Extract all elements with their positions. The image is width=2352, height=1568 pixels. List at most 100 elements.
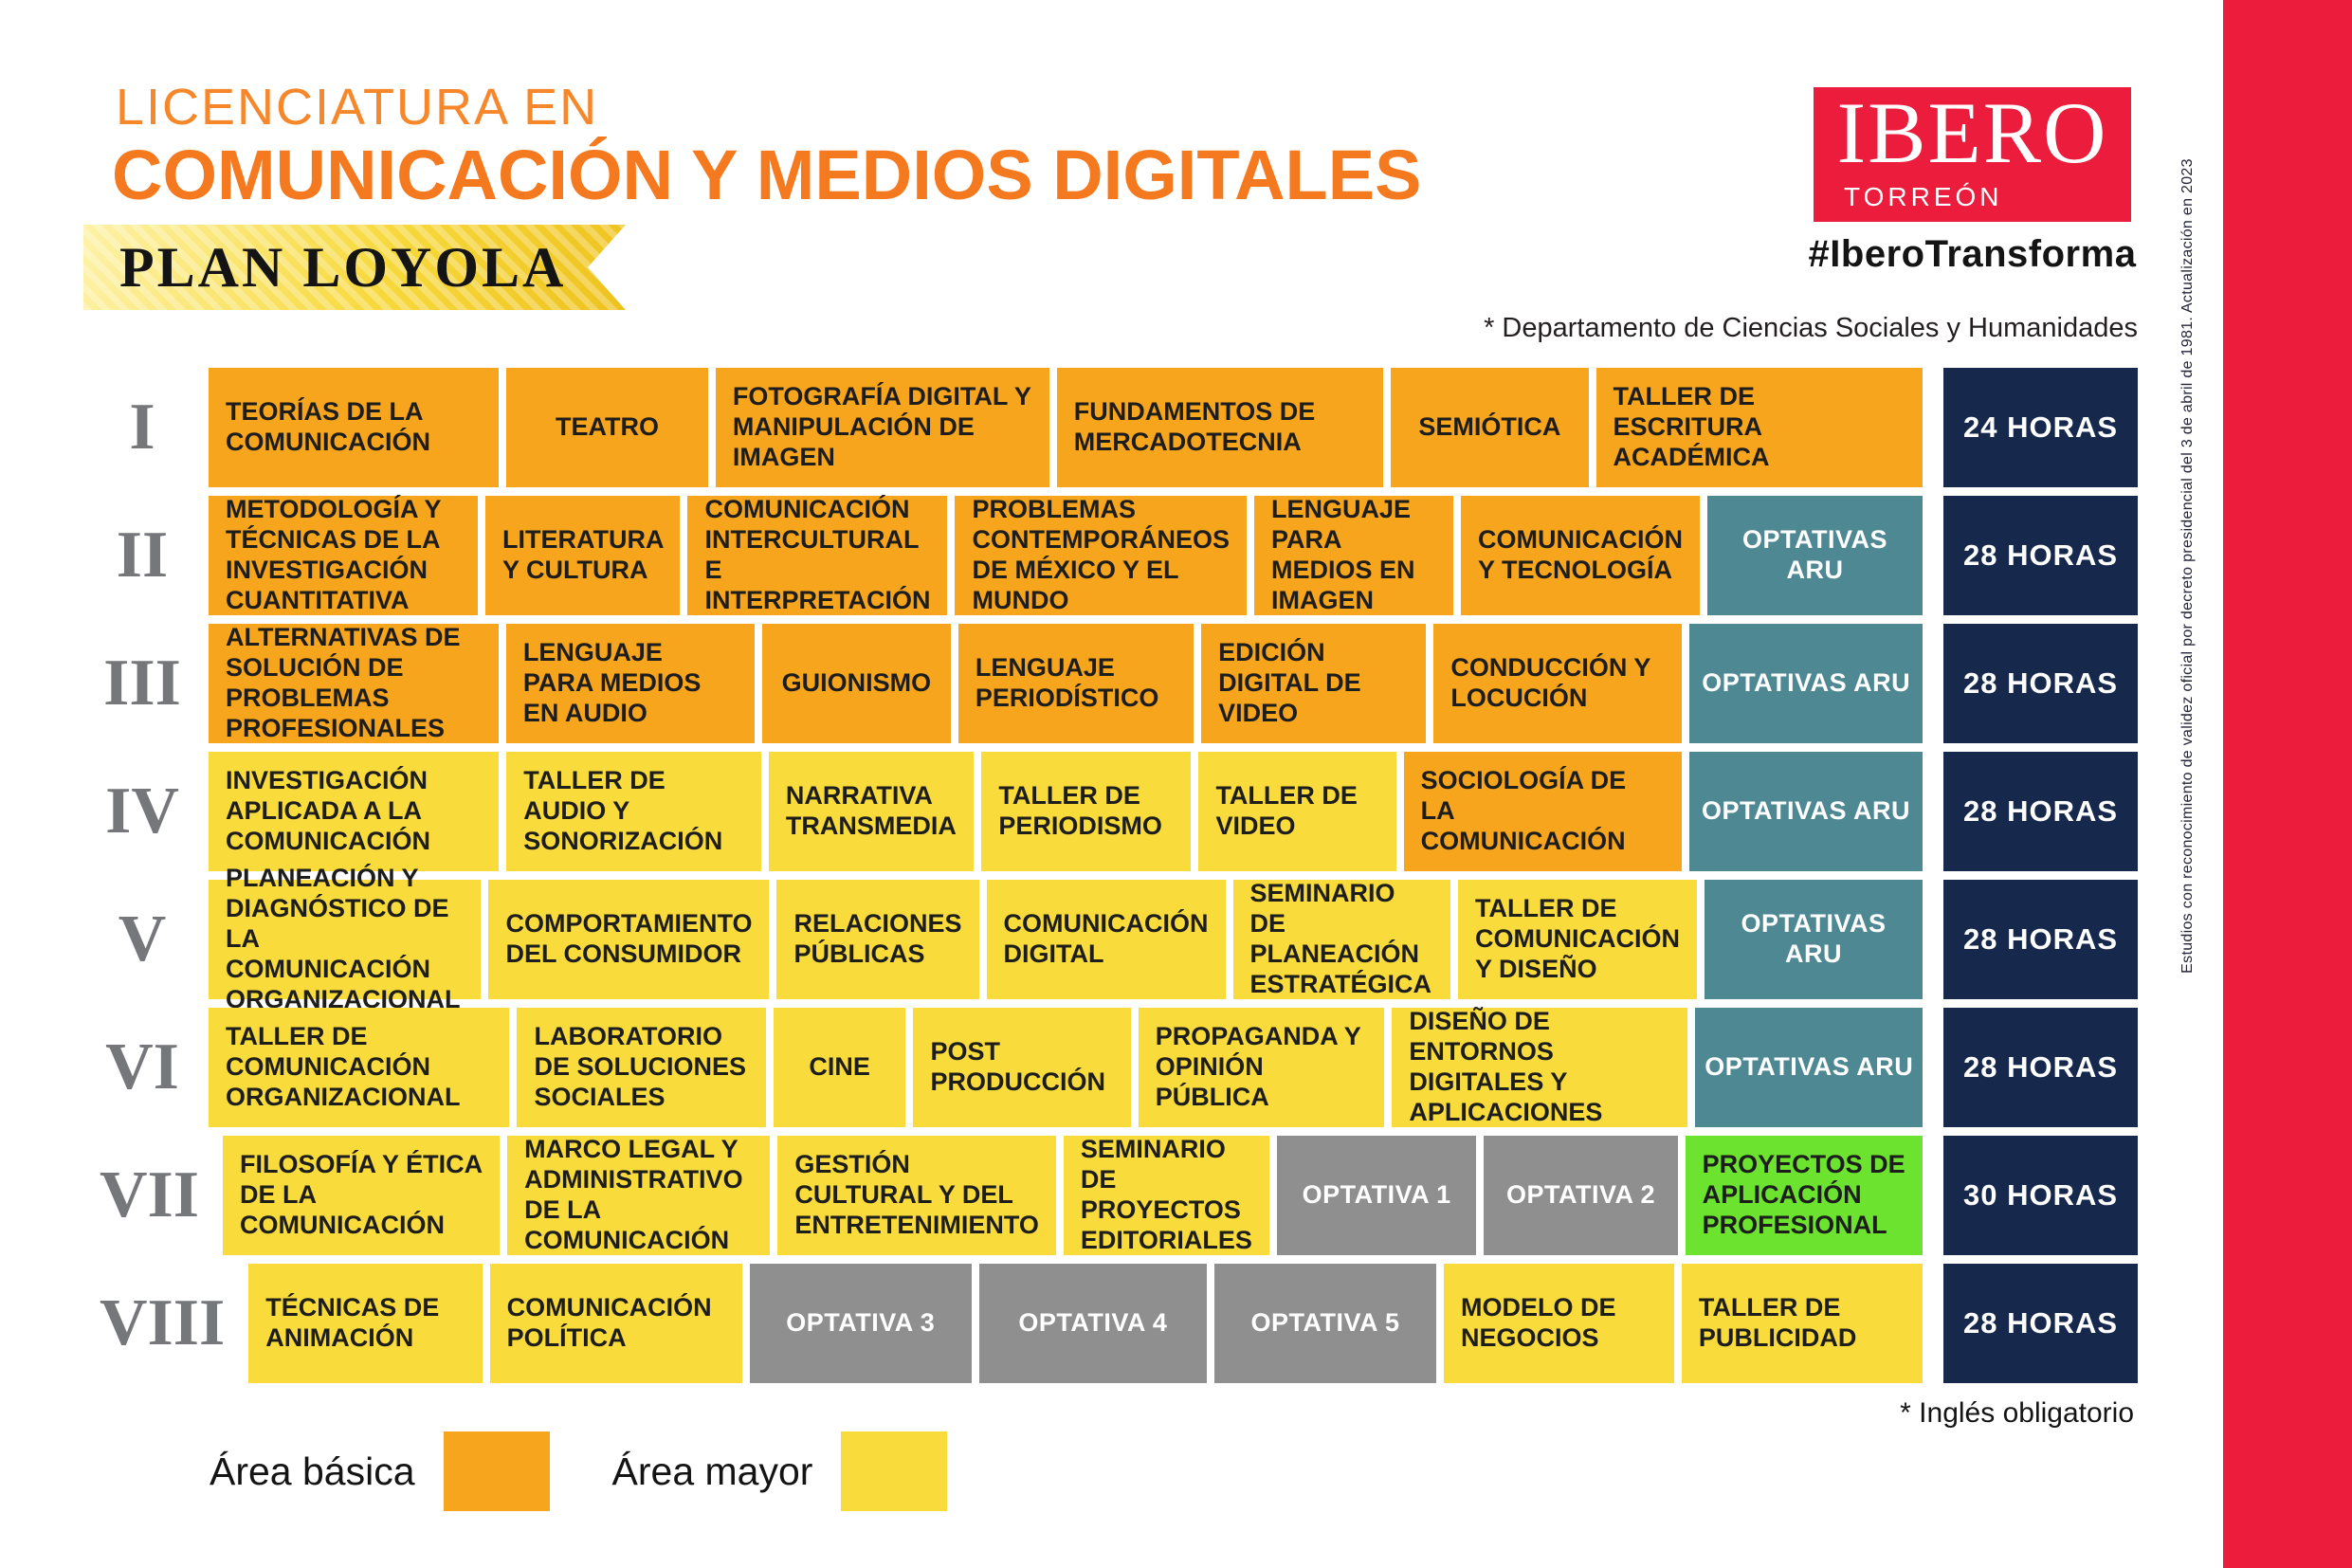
semester-courses: ALTERNATIVAS DE SOLUCIÓN DE PROBLEMAS PR… [209, 623, 1924, 743]
course-block: OPTATIVA 1 [1276, 1136, 1477, 1255]
course-block: FUNDAMENTOS DE MERCADOTECNIA [1056, 368, 1384, 487]
course-label: PROBLEMAS CONTEMPORÁNEOS DE MÉXICO Y EL … [972, 495, 1230, 614]
course-label: PROPAGANDA Y OPINIÓN PÚBLICA [1155, 1022, 1361, 1111]
ibero-logo: IBERO TORREÓN [1814, 87, 2131, 222]
semester-row: VIII TÉCNICAS DE ANIMACIÓN COMUNICACIÓN PO… [100, 1264, 2138, 1383]
semester-hours: 30 HORAS [1943, 1136, 2138, 1255]
course-block: LENGUAJE PARA MEDIOS EN IMAGEN [1253, 495, 1453, 615]
course-block: OPTATIVAS ARU [1695, 1008, 1923, 1127]
course-block: SEMIÓTICA [1391, 368, 1589, 487]
course-label: LENGUAJE PARA MEDIOS EN IMAGEN [1270, 495, 1415, 614]
course-label: OPTATIVA 2 [1505, 1180, 1655, 1210]
course-block: COMUNICACIÓN POLÍTICA [489, 1264, 742, 1383]
course-label: TALLER DE PUBLICIDAD [1698, 1293, 1857, 1352]
course-block: TALLER DE PERIODISMO [981, 752, 1192, 871]
plan-loyola-ribbon: PLAN LOYOLA [83, 225, 626, 310]
course-label: LENGUAJE PERIODÍSTICO [975, 653, 1159, 712]
course-block: TALLER DE VIDEO [1198, 752, 1396, 871]
semester-numeral: III [103, 647, 181, 720]
course-label: DISEÑO DE ENTORNOS DIGITALES Y APLICACIO… [1409, 1007, 1603, 1126]
course-label: COMUNICACIÓN POLÍTICA [506, 1293, 712, 1352]
degree-title: COMUNICACIÓN Y MEDIOS DIGITALES [112, 136, 1422, 214]
course-label: PLANEACIÓN Y DIAGNÓSTICO DE LA COMUNICAC… [226, 864, 461, 1013]
legend-swatch-area-basica [443, 1431, 550, 1511]
semester-courses: METODOLOGÍA Y TÉCNICAS DE LA INVESTIGACI… [209, 495, 1923, 615]
course-label: COMPORTAMIENTO DEL CONSUMIDOR [505, 909, 753, 968]
course-block: FILOSOFÍA Y ÉTICA DE LA COMUNICACIÓN [223, 1136, 501, 1255]
english-footnote: * Inglés obligatorio [1900, 1397, 2134, 1429]
semester-courses: FILOSOFÍA Y ÉTICA DE LA COMUNICACIÓN MARC… [223, 1135, 1923, 1255]
course-block: TALLER DE COMUNICACIÓN Y DISEÑO [1458, 880, 1698, 999]
course-block: COMUNICACIÓN Y TECNOLOGÍA [1461, 496, 1700, 615]
course-label: PROYECTOS DE APLICACIÓN PROFESIONAL [1702, 1150, 1905, 1239]
course-label: OPTATIVAS ARU [1742, 525, 1887, 584]
course-label: GUIONISMO [781, 668, 932, 698]
course-label: SOCIOLOGÍA DE LA COMUNICACIÓN [1420, 766, 1627, 855]
semester-courses: INVESTIGACIÓN APLICADA A LA COMUNICACIÓN… [209, 752, 1924, 871]
course-block: MODELO DE NEGOCIOS [1444, 1264, 1674, 1383]
course-label: OPTATIVAS ARU [1702, 668, 1911, 698]
semester-hours: 28 HORAS [1943, 1008, 2138, 1127]
course-label: COMUNICACIÓN DIGITAL [1003, 909, 1209, 968]
course-label: RELACIONES PÚBLICAS [793, 909, 962, 968]
course-label: FOTOGRAFÍA DIGITAL Y MANIPULACIÓN DE IMA… [732, 382, 1031, 471]
course-label: NARRATIVA TRANSMEDIA [785, 781, 957, 840]
semester-hours: 24 HORAS [1943, 368, 2138, 487]
plan-loyola-label: PLAN LOYOLA [119, 235, 567, 299]
course-block: OPTATIVA 2 [1484, 1136, 1678, 1255]
semester-hours: 28 HORAS [1943, 496, 2138, 615]
course-label: COMUNICACIÓN INTERCULTURAL E INTERPRETAC… [704, 495, 931, 614]
course-block: OPTATIVAS ARU [1689, 752, 1924, 871]
semester-numeral: IV [105, 775, 179, 848]
right-red-bar [2223, 0, 2352, 1568]
course-block: INVESTIGACIÓN APLICADA A LA COMUNICACIÓN [209, 752, 500, 871]
course-block: OPTATIVA 4 [978, 1264, 1207, 1383]
course-block: POST PRODUCCIÓN [913, 1008, 1131, 1127]
course-label: TEORÍAS DE LA COMUNICACIÓN [226, 397, 430, 456]
semester-row: III ALTERNATIVAS DE SOLUCIÓN DE PROBLEMAS… [100, 623, 2138, 743]
course-block: CINE [773, 1008, 906, 1127]
ibero-logo-city: TORREÓN [1844, 182, 2003, 211]
semester-row: VII FILOSOFÍA Y ÉTICA DE LA COMUNICACIÓN M… [100, 1135, 2138, 1255]
course-label: TALLER DE COMUNICACIÓN ORGANIZACIONAL [226, 1022, 461, 1111]
course-block: DISEÑO DE ENTORNOS DIGITALES Y APLICACIO… [1392, 1007, 1688, 1127]
semester-numeral: VI [105, 1030, 179, 1103]
course-label: CINE [809, 1052, 870, 1082]
semester-row: II METODOLOGÍA Y TÉCNICAS DE LA INVESTIGA… [100, 495, 2138, 615]
course-block: TALLER DE PUBLICIDAD [1681, 1264, 1923, 1383]
course-block: PLANEACIÓN Y DIAGNÓSTICO DE LA COMUNICAC… [209, 864, 482, 1013]
course-label: TALLER DE ESCRITURA ACADÉMICA [1613, 382, 1770, 471]
course-block: TEORÍAS DE LA COMUNICACIÓN [209, 368, 500, 487]
course-label: POST PRODUCCIÓN [930, 1037, 1105, 1096]
course-block: LENGUAJE PARA MEDIOS EN AUDIO [505, 624, 755, 743]
course-label: GESTIÓN CULTURAL Y DEL ENTRETENIMIENTO [794, 1150, 1039, 1239]
course-block: METODOLOGÍA Y TÉCNICAS DE LA INVESTIGACI… [209, 495, 478, 615]
semester-courses: TEORÍAS DE LA COMUNICACIÓN TEATRO FOTOGRAF… [209, 368, 1924, 487]
course-block: CONDUCCIÓN Y LOCUCIÓN [1433, 624, 1683, 743]
degree-kicker: LICENCIATURA EN [116, 79, 599, 136]
course-label: LABORATORIO DE SOLUCIONES SOCIALES [534, 1022, 746, 1111]
course-label: TÉCNICAS DE ANIMACIÓN [265, 1293, 440, 1352]
course-label: TALLER DE COMUNICACIÓN Y DISEÑO [1475, 894, 1681, 983]
course-label: FUNDAMENTOS DE MERCADOTECNIA [1073, 397, 1316, 456]
legend-swatch-area-mayor [841, 1431, 948, 1511]
semester-courses: TÉCNICAS DE ANIMACIÓN COMUNICACIÓN POLÍTI… [248, 1264, 1923, 1383]
course-block: OPTATIVA 3 [749, 1264, 972, 1383]
course-block: NARRATIVA TRANSMEDIA [768, 752, 975, 871]
course-block: PROYECTOS DE APLICACIÓN PROFESIONAL [1685, 1136, 1923, 1255]
semester-row: V PLANEACIÓN Y DIAGNÓSTICO DE LA COMUNICA… [100, 864, 2138, 1013]
course-block: PROBLEMAS CONTEMPORÁNEOS DE MÉXICO Y EL … [955, 495, 1247, 615]
course-block: LITERATURA Y CULTURA [484, 496, 681, 615]
course-label: OPTATIVAS ARU [1702, 796, 1911, 826]
course-block: TÉCNICAS DE ANIMACIÓN [248, 1264, 483, 1383]
course-block: LENGUAJE PERIODÍSTICO [957, 624, 1194, 743]
course-block: OPTATIVA 5 [1213, 1264, 1436, 1383]
course-block: OPTATIVAS ARU [1705, 880, 1923, 999]
semester-courses: PLANEACIÓN Y DIAGNÓSTICO DE LA COMUNICAC… [209, 864, 1923, 1013]
course-label: OPTATIVA 1 [1302, 1180, 1451, 1210]
semester-numeral: VIII [100, 1286, 226, 1359]
legend: Área básica Área mayor [210, 1430, 948, 1513]
course-label: CONDUCCIÓN Y LOCUCIÓN [1450, 653, 1650, 712]
semester-hours: 28 HORAS [1943, 752, 2138, 871]
